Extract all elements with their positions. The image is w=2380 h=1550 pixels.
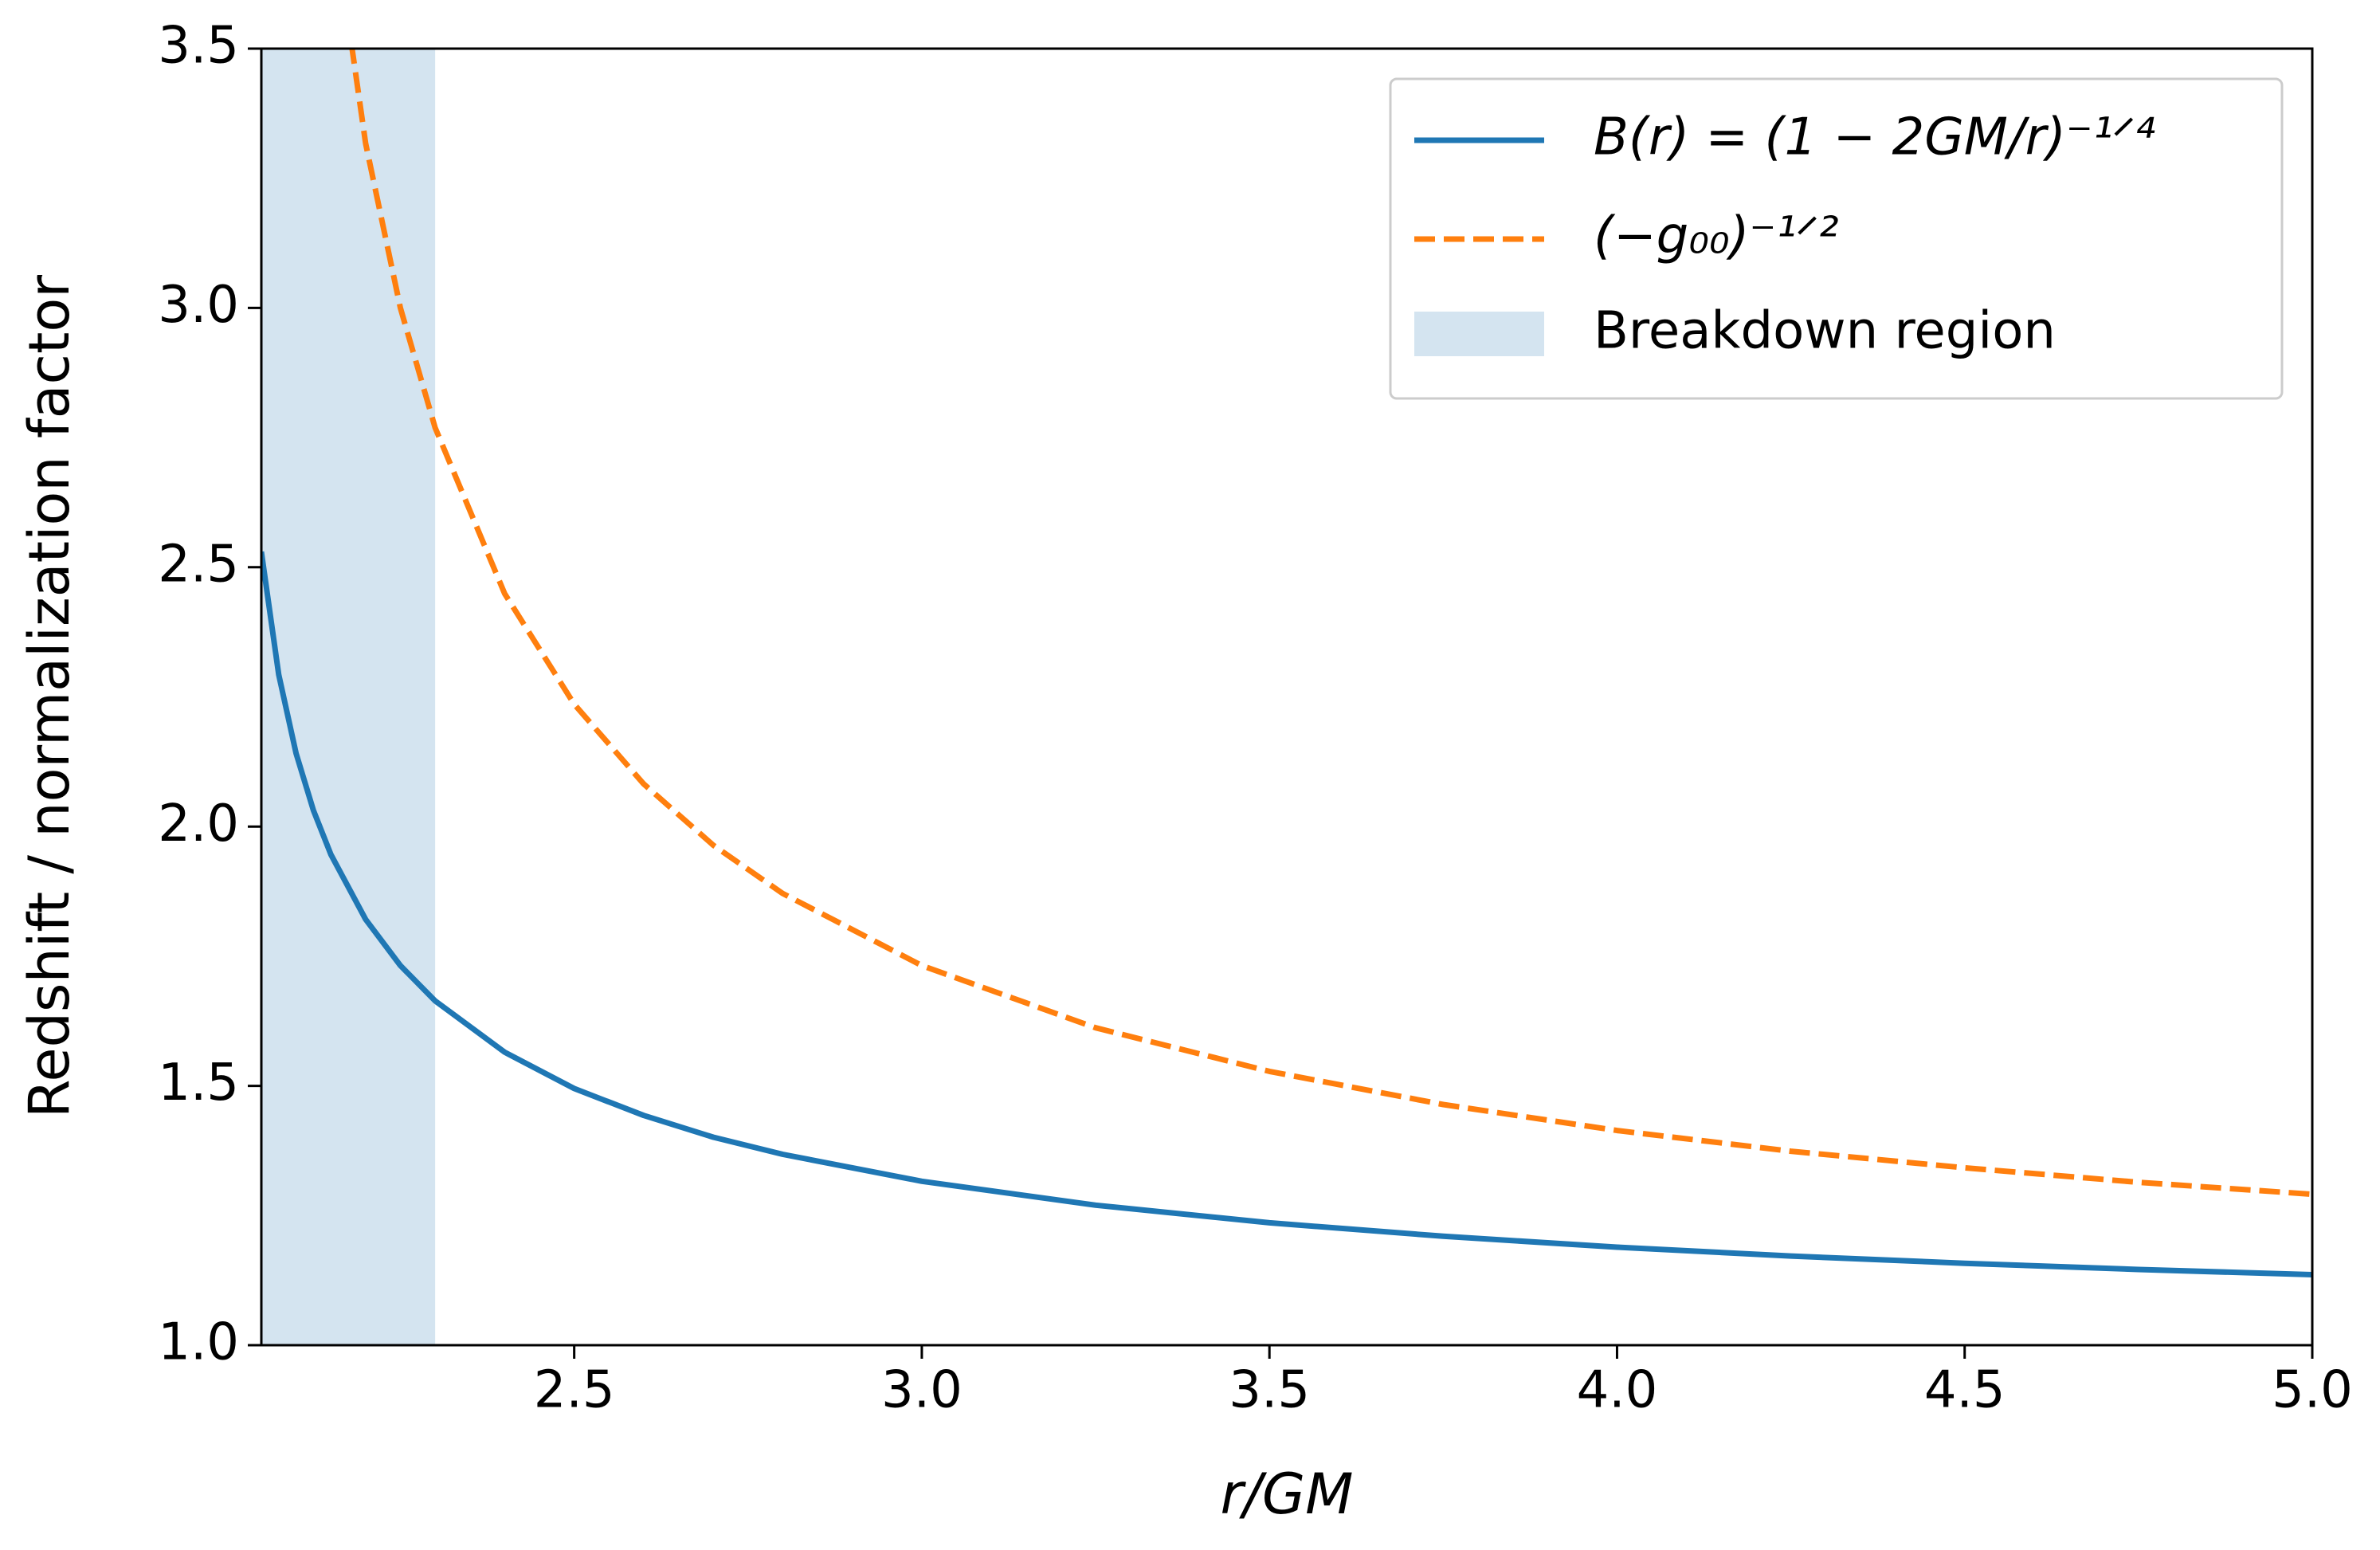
- x-tick-label: 3.0: [881, 1361, 963, 1420]
- series-line: [349, 49, 2312, 1198]
- legend-swatch: [1414, 312, 1544, 356]
- x-tick-label: 4.5: [1924, 1361, 2006, 1420]
- y-tick-label: 1.0: [158, 1313, 239, 1372]
- legend-label: B(r) = (1 − 2GM/r)⁻¹ᐟ⁴: [1594, 108, 2155, 167]
- y-tick-label: 3.0: [158, 276, 239, 335]
- plot-area: [261, 49, 2312, 1345]
- x-tick-label: 2.5: [534, 1361, 615, 1420]
- legend-box: [1389, 77, 2284, 400]
- x-tick-label: 3.5: [1229, 1361, 1310, 1420]
- legend-label: Breakdown region: [1594, 302, 2056, 361]
- y-tick-label: 1.5: [158, 1054, 239, 1112]
- legend-label: (−g₀₀)⁻¹ᐟ²: [1594, 207, 1839, 266]
- breakdown-region: [261, 49, 436, 1345]
- y-tick-label: 2.0: [158, 795, 239, 853]
- axes-frame: [260, 47, 2314, 1347]
- x-tick-label: 4.0: [1577, 1361, 1658, 1420]
- y-tick-label: 2.5: [158, 535, 239, 594]
- x-tick-label: 5.0: [2272, 1361, 2353, 1420]
- y-tick-label: 3.5: [158, 17, 239, 76]
- x-axis-label: r/GM: [1220, 1462, 1353, 1527]
- y-axis-label: Redshift / normalization factor: [17, 275, 82, 1118]
- series-line: [261, 551, 2312, 1277]
